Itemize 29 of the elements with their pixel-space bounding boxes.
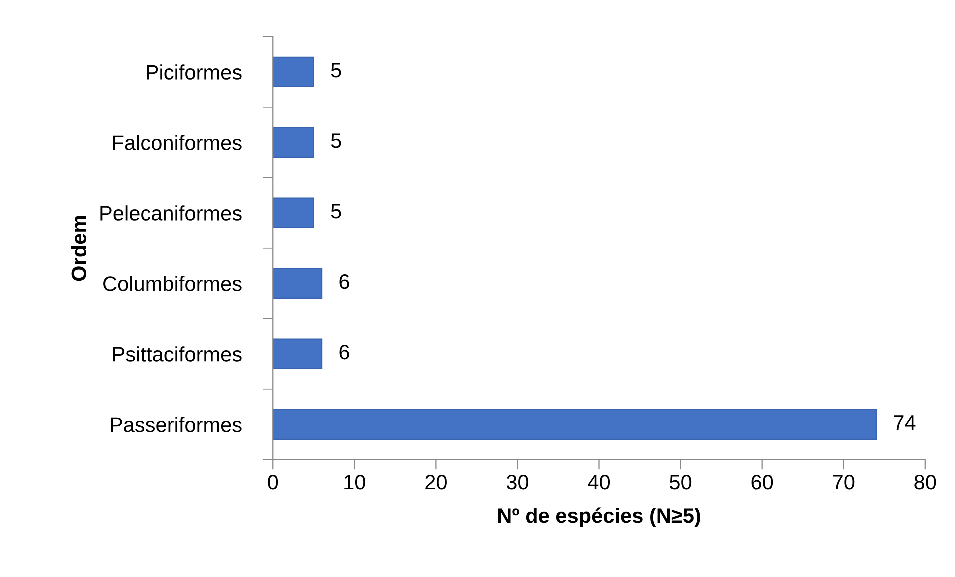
x-tick-label: 50 (670, 475, 692, 490)
x-tick-label: 0 (268, 475, 278, 490)
data-label: 5 (331, 63, 342, 78)
y-tick-label: Piciformes (147, 64, 242, 80)
data-label: 6 (340, 344, 350, 360)
y-tick-label: Columbiformes (104, 276, 242, 292)
data-label: 5 (331, 134, 342, 148)
bar (273, 338, 323, 370)
x-tick-label: 40 (588, 475, 610, 490)
y-tick-label: Psittaciformes (113, 346, 242, 362)
data-label: 74 (894, 416, 916, 430)
x-tick-label: 30 (506, 475, 528, 490)
bar (273, 127, 314, 158)
x-tick-label: 70 (833, 475, 855, 490)
x-tick-label: 60 (752, 475, 774, 490)
y-tick-label: Passeriformes (111, 417, 242, 432)
y-axis-title: Ordem (71, 216, 87, 282)
bar (273, 198, 314, 229)
bar (273, 268, 323, 299)
bar (273, 409, 878, 440)
data-label: 5 (331, 204, 342, 219)
x-tick-label: 80 (914, 475, 936, 490)
x-tick-label: 20 (426, 475, 447, 490)
y-tick-label: Falconiformes (113, 135, 242, 150)
x-tick-label: 10 (344, 475, 366, 490)
x-axis-title: Nº de espécies (N≥5) (498, 508, 700, 528)
bar (273, 56, 314, 88)
data-label: 6 (340, 274, 350, 290)
y-tick-label: Pelecaniformes (100, 206, 242, 221)
